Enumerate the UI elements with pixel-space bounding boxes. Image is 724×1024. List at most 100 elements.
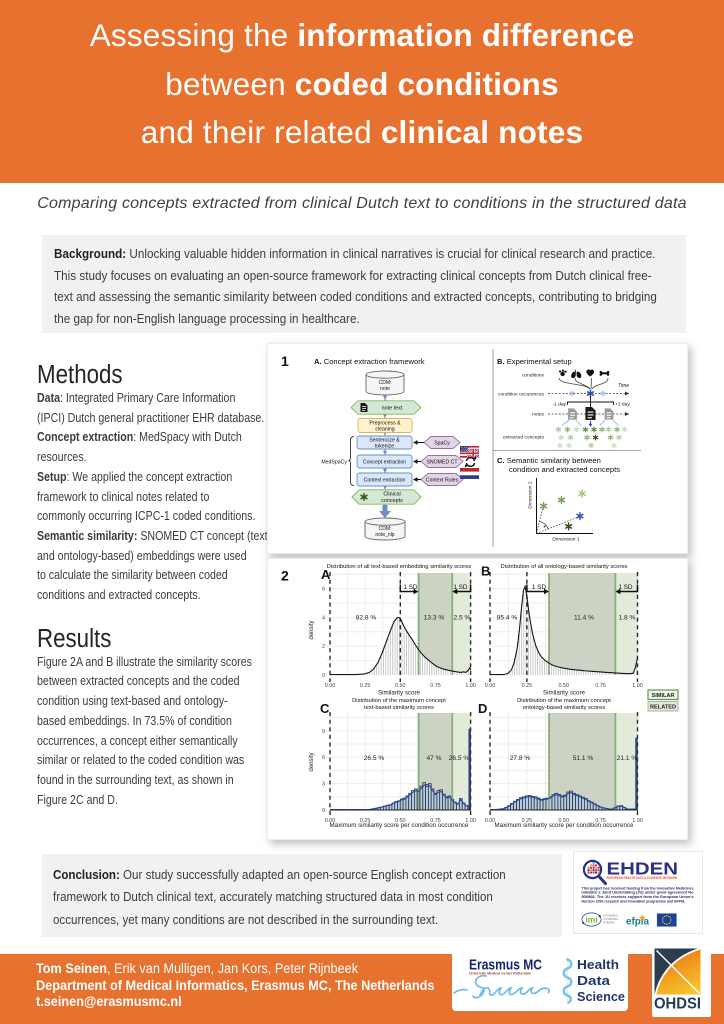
svg-text:EHDEN: EHDEN xyxy=(607,859,679,879)
svg-text:conditions: conditions xyxy=(522,373,545,379)
svg-text:B: B xyxy=(481,564,490,579)
svg-text:Distribution of all ontology-b: Distribution of all ontology-based simil… xyxy=(501,564,628,570)
svg-text:medicines: medicines xyxy=(604,917,619,921)
svg-text:A: A xyxy=(321,567,331,582)
svg-text:tokenize: tokenize xyxy=(375,444,394,450)
svg-text:0.50: 0.50 xyxy=(559,818,570,824)
svg-text:-1 day: -1 day xyxy=(552,402,566,408)
svg-text:notes: notes xyxy=(532,412,545,418)
svg-text:innovative: innovative xyxy=(604,914,619,918)
svg-text:26.5 %: 26.5 % xyxy=(449,755,470,762)
svg-text:SNOMED CT: SNOMED CT xyxy=(426,460,458,466)
svg-text:Dimension 1: Dimension 1 xyxy=(552,537,579,543)
svg-text:SpaCy: SpaCy xyxy=(434,441,450,447)
svg-text:Maximum similarity score per c: Maximum similarity score per condition o… xyxy=(495,822,634,829)
svg-text:0.25: 0.25 xyxy=(360,818,371,824)
svg-text:Distribution of all text-based: Distribution of all text-based embedding… xyxy=(327,564,472,570)
svg-text:26.5 %: 26.5 % xyxy=(364,755,385,762)
svg-text:Context extraction: Context extraction xyxy=(364,478,406,484)
svg-text:efpia: efpia xyxy=(626,916,649,928)
svg-text:2.5 %: 2.5 % xyxy=(454,615,471,622)
svg-text:1 SD: 1 SD xyxy=(453,584,468,591)
svg-text:2: 2 xyxy=(281,568,289,584)
svg-text:1.00: 1.00 xyxy=(465,683,476,689)
svg-text:EUROPEAN HEALTH DATA & EVIDENC: EUROPEAN HEALTH DATA & EVIDENCE NETWORK xyxy=(607,876,678,880)
svg-text:note_nlp: note_nlp xyxy=(375,532,394,538)
svg-text:0.50: 0.50 xyxy=(559,683,570,689)
svg-text:RELATED: RELATED xyxy=(650,705,676,711)
svg-text:Science: Science xyxy=(577,989,625,1004)
svg-text:3: 3 xyxy=(322,782,325,788)
svg-text:C. Semantic similarity between: C. Semantic similarity between xyxy=(497,456,601,465)
svg-text:0.00: 0.00 xyxy=(325,818,336,824)
svg-text:Distribution of the maximum co: Distribution of the maximum concept xyxy=(352,698,446,704)
svg-text:0.25: 0.25 xyxy=(522,818,533,824)
svg-text:Erasmus MC: Erasmus MC xyxy=(469,957,542,974)
svg-text:27.8 %: 27.8 % xyxy=(510,755,531,762)
svg-text:21.1 %: 21.1 % xyxy=(617,755,638,762)
svg-text:2: 2 xyxy=(322,644,325,650)
svg-text:Context Rules: Context Rules xyxy=(426,478,459,484)
svg-text:1 SD: 1 SD xyxy=(532,584,547,591)
svg-text:1 SD: 1 SD xyxy=(403,584,418,591)
svg-text:0.75: 0.75 xyxy=(430,683,441,689)
svg-text:CDM:: CDM: xyxy=(379,526,392,532)
svg-text:Dimension 2: Dimension 2 xyxy=(528,481,534,508)
svg-text:CDM:: CDM: xyxy=(379,380,392,386)
svg-text:C: C xyxy=(320,701,330,716)
svg-text:13.3 %: 13.3 % xyxy=(424,615,445,622)
svg-text:0.50: 0.50 xyxy=(395,818,406,824)
svg-text:1 SD: 1 SD xyxy=(618,584,633,591)
svg-text:9: 9 xyxy=(322,729,325,735)
svg-text:0.00: 0.00 xyxy=(325,683,336,689)
svg-text:SIMILAR: SIMILAR xyxy=(652,693,675,699)
svg-text:MedSpaCy: MedSpaCy xyxy=(321,460,347,466)
svg-text:OHDSI: OHDSI xyxy=(654,996,701,1013)
svg-text:0.75: 0.75 xyxy=(595,683,606,689)
svg-text:University Medical Center Rott: University Medical Center Rotterdam xyxy=(469,972,531,976)
svg-text:0.75: 0.75 xyxy=(430,818,441,824)
svg-text:note text: note text xyxy=(382,406,403,412)
svg-text:Maximum similarity score per c: Maximum similarity score per condition o… xyxy=(330,822,469,829)
svg-text:initiative: initiative xyxy=(604,920,616,924)
svg-text:Clinical: Clinical xyxy=(383,492,400,498)
svg-text:ontology-based similarity scor: ontology-based similarity scores xyxy=(523,705,606,711)
svg-text:text-based similarity scores: text-based similarity scores xyxy=(364,705,434,711)
svg-text:Similarity score: Similarity score xyxy=(543,690,586,697)
svg-text:85.4 %: 85.4 % xyxy=(497,615,518,622)
svg-text:Health: Health xyxy=(577,957,619,972)
svg-text:imi: imi xyxy=(585,914,597,924)
svg-text:1.00: 1.00 xyxy=(465,818,476,824)
svg-text:Preprocess &: Preprocess & xyxy=(369,421,401,427)
svg-text:This project has received fund: This project has received funding from t… xyxy=(582,886,694,890)
svg-text:A. Concept extraction framewor: A. Concept extraction framework xyxy=(314,357,425,366)
svg-text:0.25: 0.25 xyxy=(360,683,371,689)
svg-text:Data: Data xyxy=(577,973,611,988)
svg-text:Time: Time xyxy=(618,383,629,389)
svg-text:Horizon 2020 research and inno: Horizon 2020 research and innovation pro… xyxy=(582,900,686,904)
svg-text:51.1 %: 51.1 % xyxy=(573,755,594,762)
svg-text:6: 6 xyxy=(322,587,325,593)
svg-text:D: D xyxy=(478,701,487,716)
svg-text:extracted concepts: extracted concepts xyxy=(503,435,545,441)
svg-text:concepts: concepts xyxy=(381,498,403,504)
svg-text:density: density xyxy=(309,620,315,639)
svg-text:note: note xyxy=(380,386,390,392)
svg-text:+1 day: +1 day xyxy=(615,402,630,408)
svg-text:0.25: 0.25 xyxy=(522,683,533,689)
svg-text:0: 0 xyxy=(322,673,325,679)
svg-text:condition occurences: condition occurences xyxy=(498,392,544,398)
svg-text:47 %: 47 % xyxy=(426,755,441,762)
svg-text:82.8 %: 82.8 % xyxy=(356,615,377,622)
svg-text:11.4 %: 11.4 % xyxy=(574,615,594,622)
svg-text:Similarity score: Similarity score xyxy=(378,690,421,697)
svg-text:Initiative 2 Joint Undertaking: Initiative 2 Joint Undertaking (JU) unde… xyxy=(582,891,695,895)
svg-text:Sentencize &: Sentencize & xyxy=(369,438,400,444)
svg-text:1.00: 1.00 xyxy=(632,683,643,689)
svg-text:0: 0 xyxy=(322,808,325,814)
svg-text:1: 1 xyxy=(281,353,289,369)
svg-text:0.00: 0.00 xyxy=(485,683,496,689)
svg-text:B. Experimental setup: B. Experimental setup xyxy=(497,357,572,366)
svg-text:0.50: 0.50 xyxy=(395,683,406,689)
svg-text:0.00: 0.00 xyxy=(485,818,496,824)
